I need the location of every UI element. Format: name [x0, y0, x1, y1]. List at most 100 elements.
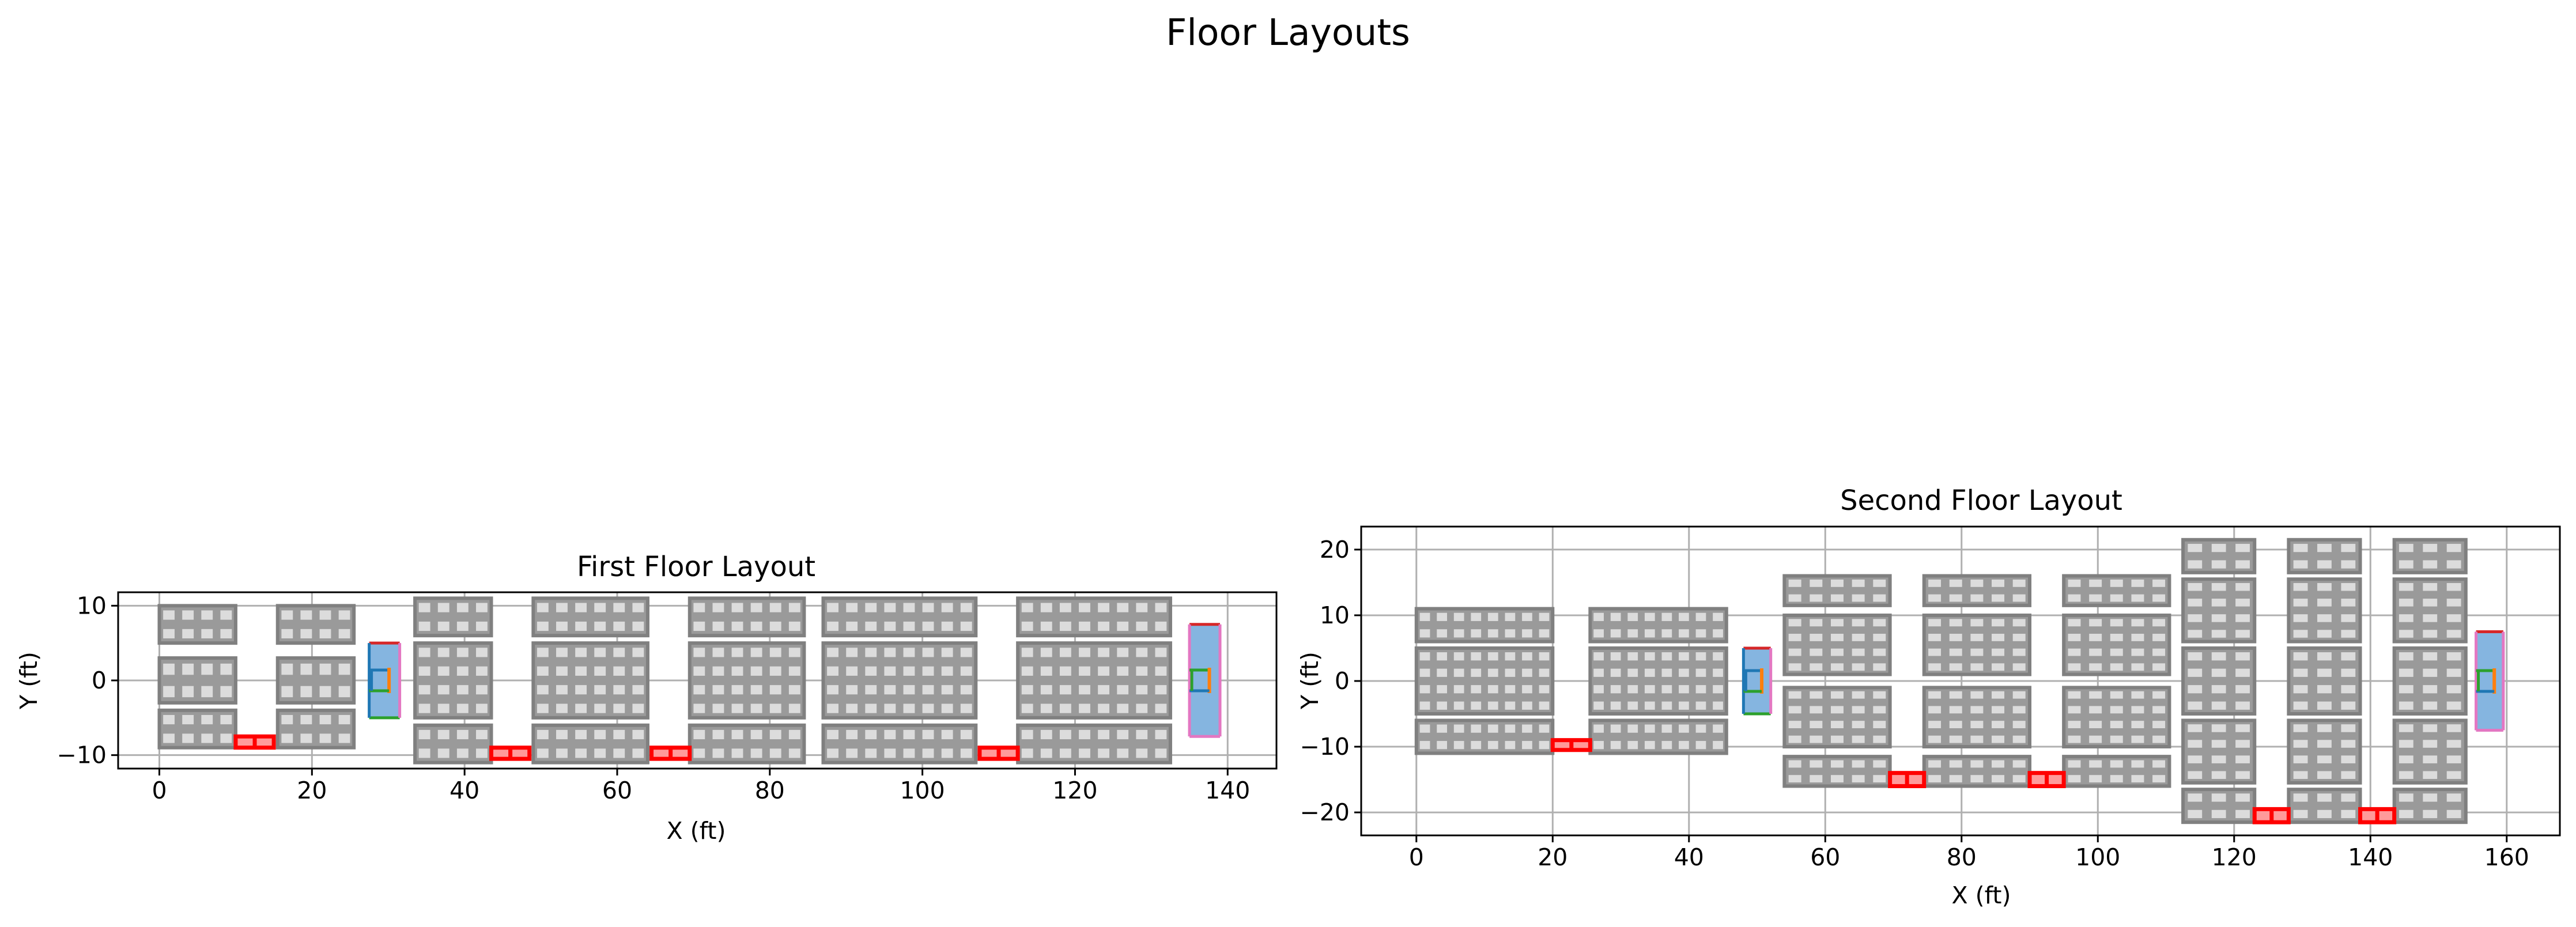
first-floor-rack-block-19	[1016, 641, 1172, 720]
first-floor-xtick-label: 20	[297, 777, 327, 804]
second-floor-rack-block-26	[2287, 718, 2362, 785]
second-floor-rack-block-7	[1782, 613, 1892, 676]
first-floor-red-marker-2	[649, 746, 692, 761]
second-floor-rack-block-12	[1922, 686, 2032, 749]
second-floor-rack-block-15	[2062, 613, 2171, 676]
second-floor-rack-block-25	[2287, 646, 2362, 716]
second-floor-xtick-label: 60	[1810, 843, 1840, 871]
second-floor-rack-block-10	[1922, 574, 2032, 607]
second-floor-rack-block-21	[2181, 718, 2257, 785]
second-floor-ytick-label: 10	[1320, 601, 1350, 629]
second-floor-rack-block-30	[2392, 646, 2468, 716]
first-floor-rack-block-8	[413, 723, 493, 765]
second-floor-ytick-label: 0	[1335, 667, 1350, 695]
second-floor-xtick-label: 140	[2348, 843, 2393, 871]
first-floor-red-marker-3	[977, 746, 1020, 761]
second-floor-rack-block-4	[1588, 646, 1728, 716]
first-floor-xtick-label: 120	[1052, 777, 1097, 804]
first-floor-xtick-label: 100	[900, 777, 945, 804]
first-floor-xlabel: X (ft)	[667, 817, 726, 845]
second-floor-plot-area	[1361, 527, 2560, 835]
second-floor-rack-block-17	[2062, 755, 2171, 788]
second-floor-rack-block-6	[1782, 574, 1892, 607]
second-floor-rack-block-22	[2181, 788, 2257, 824]
second-floor-rack-block-20	[2181, 646, 2257, 716]
second-floor-ytick-label: −20	[1300, 799, 1350, 826]
first-floor-ylabel: Y (ft)	[15, 652, 43, 710]
first-floor-xtick-label: 60	[602, 777, 632, 804]
first-floor-xtick-label: 40	[450, 777, 479, 804]
first-floor-rack-block-18	[1016, 596, 1172, 638]
second-floor-rack-block-27	[2287, 788, 2362, 824]
second-floor-rack-block-23	[2287, 538, 2362, 574]
first-floor-red-marker-0	[233, 734, 276, 750]
first-floor-rack-block-14	[688, 723, 806, 765]
second-floor-red-marker-0	[1550, 738, 1592, 752]
first-floor-blue-panel-1	[1188, 623, 1222, 738]
second-floor-red-marker-1	[1888, 771, 1927, 788]
second-floor-rack-block-14	[2062, 574, 2171, 607]
second-floor-rack-block-29	[2392, 577, 2468, 644]
first-floor-rack-block-13	[688, 641, 806, 720]
second-floor-rack-block-1	[1414, 646, 1555, 716]
first-floor-xtick-label: 80	[755, 777, 785, 804]
first-floor-ytick-label: −10	[56, 741, 107, 769]
first-floor-rack-block-7	[413, 641, 493, 720]
first-floor-ytick-label: 0	[92, 667, 107, 694]
first-floor-xtick-label: 0	[152, 777, 167, 804]
second-floor-xtick-label: 40	[1674, 843, 1704, 871]
first-floor-rack-block-1	[157, 656, 237, 705]
first-floor-rack-block-12	[688, 596, 806, 638]
second-floor-xtick-label: 80	[1947, 843, 1977, 871]
second-floor-rack-block-24	[2287, 577, 2362, 644]
first-floor-red-marker-1	[489, 746, 532, 761]
first-floor-rack-block-4	[275, 656, 356, 705]
second-floor-blue-panel-1	[2475, 630, 2505, 732]
second-floor-rack-block-28	[2392, 538, 2468, 574]
first-floor-xtick-label: 140	[1205, 777, 1250, 804]
second-floor-rack-block-32	[2392, 788, 2468, 824]
first-floor-rack-block-15	[821, 596, 978, 638]
first-floor-rack-block-9	[531, 596, 649, 638]
second-floor-red-marker-2	[2027, 771, 2066, 788]
second-floor-ytick-label: 20	[1320, 536, 1350, 563]
second-floor-xlabel: X (ft)	[1952, 881, 2011, 909]
first-floor-rack-block-17	[821, 723, 978, 765]
second-floor-red-marker-3	[2252, 807, 2291, 824]
first-floor-rack-block-20	[1016, 723, 1172, 765]
first-floor-rack-block-2	[157, 708, 237, 750]
second-floor-rack-block-8	[1782, 686, 1892, 749]
second-floor-xtick-label: 120	[2212, 843, 2257, 871]
first-floor-rack-block-0	[157, 604, 237, 645]
second-floor-rack-block-2	[1414, 718, 1555, 755]
first-floor-plot-area	[118, 592, 1276, 769]
figure-suptitle: Floor Layouts	[1166, 12, 1410, 54]
second-floor-blue-panel-0	[1742, 646, 1773, 716]
second-floor-xtick-label: 160	[2484, 843, 2529, 871]
first-floor-rack-block-16	[821, 641, 978, 720]
second-floor-rack-block-5	[1588, 718, 1728, 755]
second-floor-ytick-label: −10	[1300, 733, 1350, 760]
second-floor-xtick-label: 0	[1409, 843, 1424, 871]
second-floor-title: Second Floor Layout	[1840, 485, 2122, 517]
second-floor-red-marker-4	[2358, 807, 2397, 824]
second-floor-axes: Second Floor Layout X (ft) Y (ft) 0 20 40 6…	[1296, 485, 2561, 909]
second-floor-rack-block-11	[1922, 613, 2032, 676]
first-floor-ytick-label: 10	[77, 592, 107, 619]
first-floor-rack-block-11	[531, 723, 649, 765]
first-floor-rack-block-3	[275, 604, 356, 645]
second-floor-rack-block-0	[1414, 607, 1555, 644]
second-floor-rack-block-31	[2392, 718, 2468, 785]
first-floor-axes: First Floor Layout X (ft) Y (ft) 0 20 40 60…	[15, 551, 1278, 845]
second-floor-rack-block-18	[2181, 538, 2257, 574]
second-floor-xtick-label: 20	[1538, 843, 1567, 871]
second-floor-rack-block-16	[2062, 686, 2171, 749]
second-floor-rack-block-13	[1922, 755, 2032, 788]
second-floor-rack-block-9	[1782, 755, 1892, 788]
second-floor-rack-block-19	[2181, 577, 2257, 644]
first-floor-rack-block-5	[275, 708, 356, 750]
first-floor-blue-panel-0	[368, 641, 402, 720]
first-floor-rack-block-10	[531, 641, 649, 720]
second-floor-xtick-label: 100	[2075, 843, 2120, 871]
